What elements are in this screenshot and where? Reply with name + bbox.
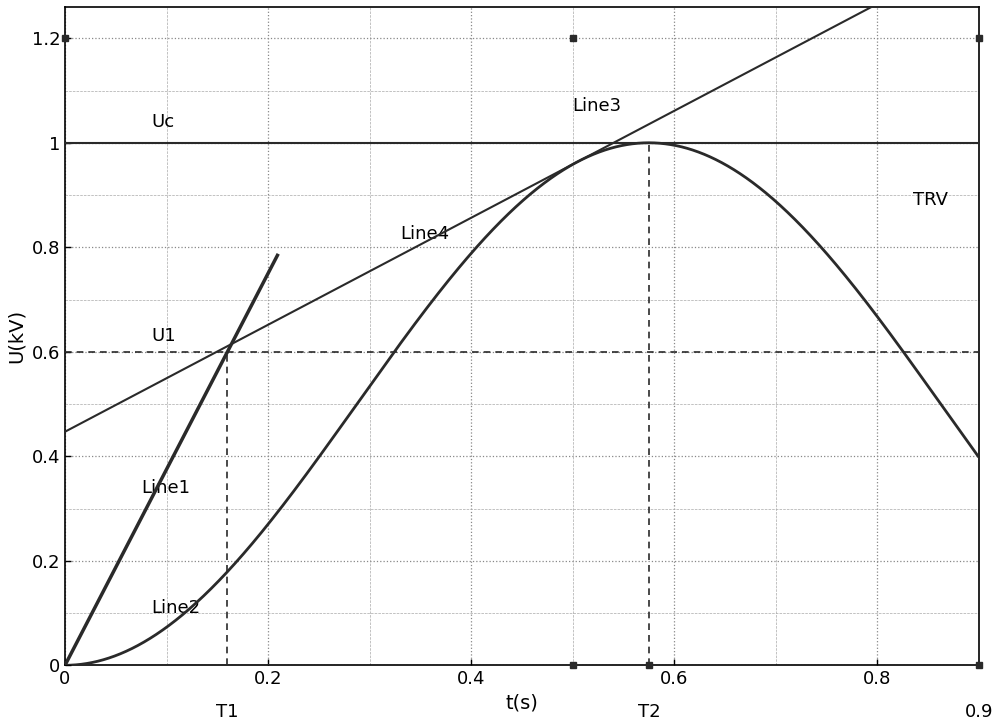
Text: 0.9: 0.9 [965,703,993,721]
Text: TRV: TRV [913,191,948,209]
Text: Line2: Line2 [151,599,200,617]
Text: U1: U1 [151,327,176,345]
Text: Uc: Uc [151,113,174,131]
Text: Line1: Line1 [141,479,190,497]
X-axis label: t(s): t(s) [505,694,538,713]
Text: Line3: Line3 [573,97,622,116]
Text: T1: T1 [216,703,239,721]
Text: T2: T2 [638,703,660,721]
Text: Line4: Line4 [400,225,449,243]
Y-axis label: U(kV): U(kV) [7,309,26,363]
